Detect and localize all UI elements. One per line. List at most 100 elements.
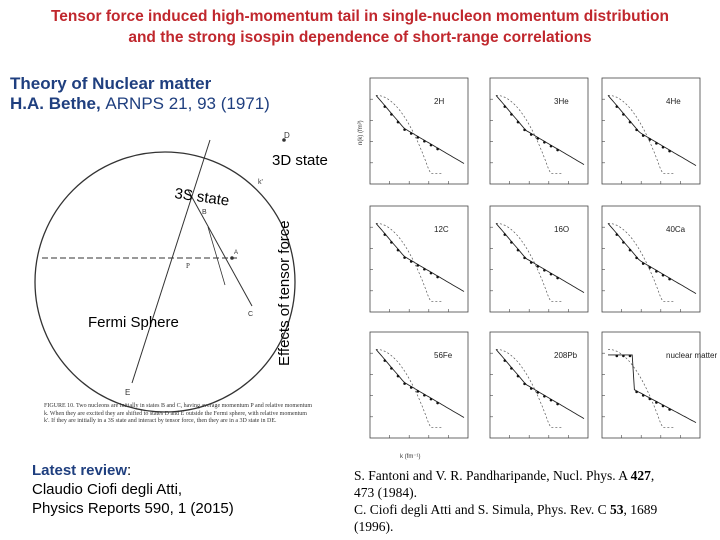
data-point: [390, 241, 393, 244]
data-point: [409, 386, 413, 389]
momentum-curve: [495, 349, 585, 419]
data-point: [409, 260, 413, 263]
momentum-curve: [375, 349, 465, 418]
point-d: [282, 138, 286, 142]
data-point: [641, 262, 645, 265]
data-point: [383, 105, 387, 108]
data-point: [510, 241, 513, 244]
data-point: [423, 139, 426, 143]
data-point: [423, 267, 426, 271]
plot-frame: [369, 205, 469, 313]
citation-1: S. Fantoni and V. R. Pandharipande, Nucl…: [354, 468, 655, 483]
data-point: [416, 136, 420, 139]
data-point: [403, 128, 406, 131]
data-point: [429, 143, 433, 147]
plot-panel: 2H: [369, 77, 469, 185]
momentum-distribution-plots: 2H 3He 4He 12C 16O 40Ca 56Fe 208Pb nuclear matte…: [358, 77, 717, 460]
data-point: [668, 408, 671, 411]
data-point: [390, 113, 393, 116]
title-line-2: and the strong isospin dependence of sho…: [128, 29, 592, 46]
data-point: [416, 264, 420, 267]
data-point: [523, 382, 526, 386]
citation-1-cont: 473 (1984).: [354, 485, 417, 500]
data-point: [516, 248, 520, 252]
plot-frame: [601, 331, 701, 439]
point-c-label: C: [248, 311, 253, 318]
data-point: [635, 390, 638, 394]
momentum-curve: [375, 95, 465, 164]
data-point: [409, 132, 413, 135]
data-point: [648, 266, 652, 269]
review-author: Claudio Ciofi degli Atti,: [32, 481, 183, 498]
slide-title: Tensor force induced high-momentum tail …: [0, 6, 720, 48]
plot-frame: [601, 77, 701, 185]
s-state-label: 3S state: [173, 185, 230, 209]
data-point: [668, 149, 671, 153]
plot-panel: 12C: [369, 205, 469, 313]
momentum-curve: [608, 354, 697, 423]
mean-field-curve: [495, 348, 562, 428]
data-point: [416, 390, 420, 393]
data-point: [549, 398, 553, 402]
point-a: [230, 256, 234, 260]
plot-panel: nuclear matter: [601, 331, 717, 439]
effects-label: Effects of tensor force: [276, 220, 293, 366]
reference-authors: H.A. Bethe,: [10, 94, 101, 113]
data-point: [503, 233, 507, 236]
data-point: [436, 401, 439, 405]
mean-field-curve: [607, 94, 674, 174]
momentum-curve: [607, 95, 697, 166]
plot-frame: [369, 77, 469, 185]
x-axis-label: k (fm⁻¹): [400, 454, 421, 460]
title-line-1: Tensor force induced high-momentum tail …: [50, 8, 669, 25]
citation-2: C. Ciofi degli Atti and S. Simula, Phys.…: [354, 502, 658, 517]
reference-line-1: Theory of Nuclear matter: [10, 74, 212, 93]
data-point: [396, 120, 400, 124]
fermi-sphere-diagram: D k' B A C E P 3D state 3S state Fermi S…: [34, 131, 328, 413]
data-point: [668, 277, 671, 281]
mean-field-curve: [495, 94, 562, 174]
data-point: [510, 367, 513, 370]
data-point: [556, 402, 559, 406]
data-point: [628, 248, 632, 252]
data-point: [529, 387, 533, 390]
k-vector: [207, 226, 226, 286]
nucleus-label: 2H: [434, 97, 444, 106]
data-point: [635, 128, 638, 132]
data-point: [403, 256, 406, 259]
nucleus-label: 16O: [554, 225, 569, 234]
momentum-curve: [495, 95, 585, 165]
p-arrow-label: P: [186, 262, 190, 270]
review-block: Latest review: Claudio Ciofi degli Atti,…: [32, 461, 234, 518]
review-colon: :: [127, 462, 132, 479]
data-point: [523, 128, 526, 132]
nucleus-label: nuclear matter: [666, 351, 717, 360]
data-point: [615, 105, 619, 108]
nucleus-label: 208Pb: [554, 351, 578, 360]
data-point: [655, 401, 658, 404]
data-point: [549, 144, 553, 148]
data-point: [622, 113, 625, 116]
data-point: [556, 276, 559, 280]
nucleus-label: 40Ca: [666, 225, 686, 234]
d-state-label: 3D state: [272, 152, 328, 169]
plot-frame: [369, 331, 469, 439]
plot-panel: 40Ca: [601, 205, 701, 313]
data-point: [536, 137, 540, 140]
data-point: [423, 393, 426, 397]
data-point: [529, 261, 533, 264]
data-point: [628, 120, 632, 124]
momentum-curve: [607, 223, 697, 294]
momentum-curve: [495, 223, 585, 293]
data-point: [549, 272, 553, 276]
fermi-sphere-circle: [34, 151, 296, 413]
data-point: [429, 397, 433, 401]
data-point: [661, 404, 665, 408]
plot-frame: [489, 77, 589, 185]
mean-field-curve: [375, 222, 442, 302]
mean-field-curve: [375, 94, 442, 174]
data-point: [648, 397, 652, 401]
plot-panel: 208Pb: [489, 331, 589, 439]
reference-block: Theory of Nuclear matter H.A. Bethe, ARN…: [10, 74, 270, 114]
mean-field-curve: [607, 348, 674, 428]
